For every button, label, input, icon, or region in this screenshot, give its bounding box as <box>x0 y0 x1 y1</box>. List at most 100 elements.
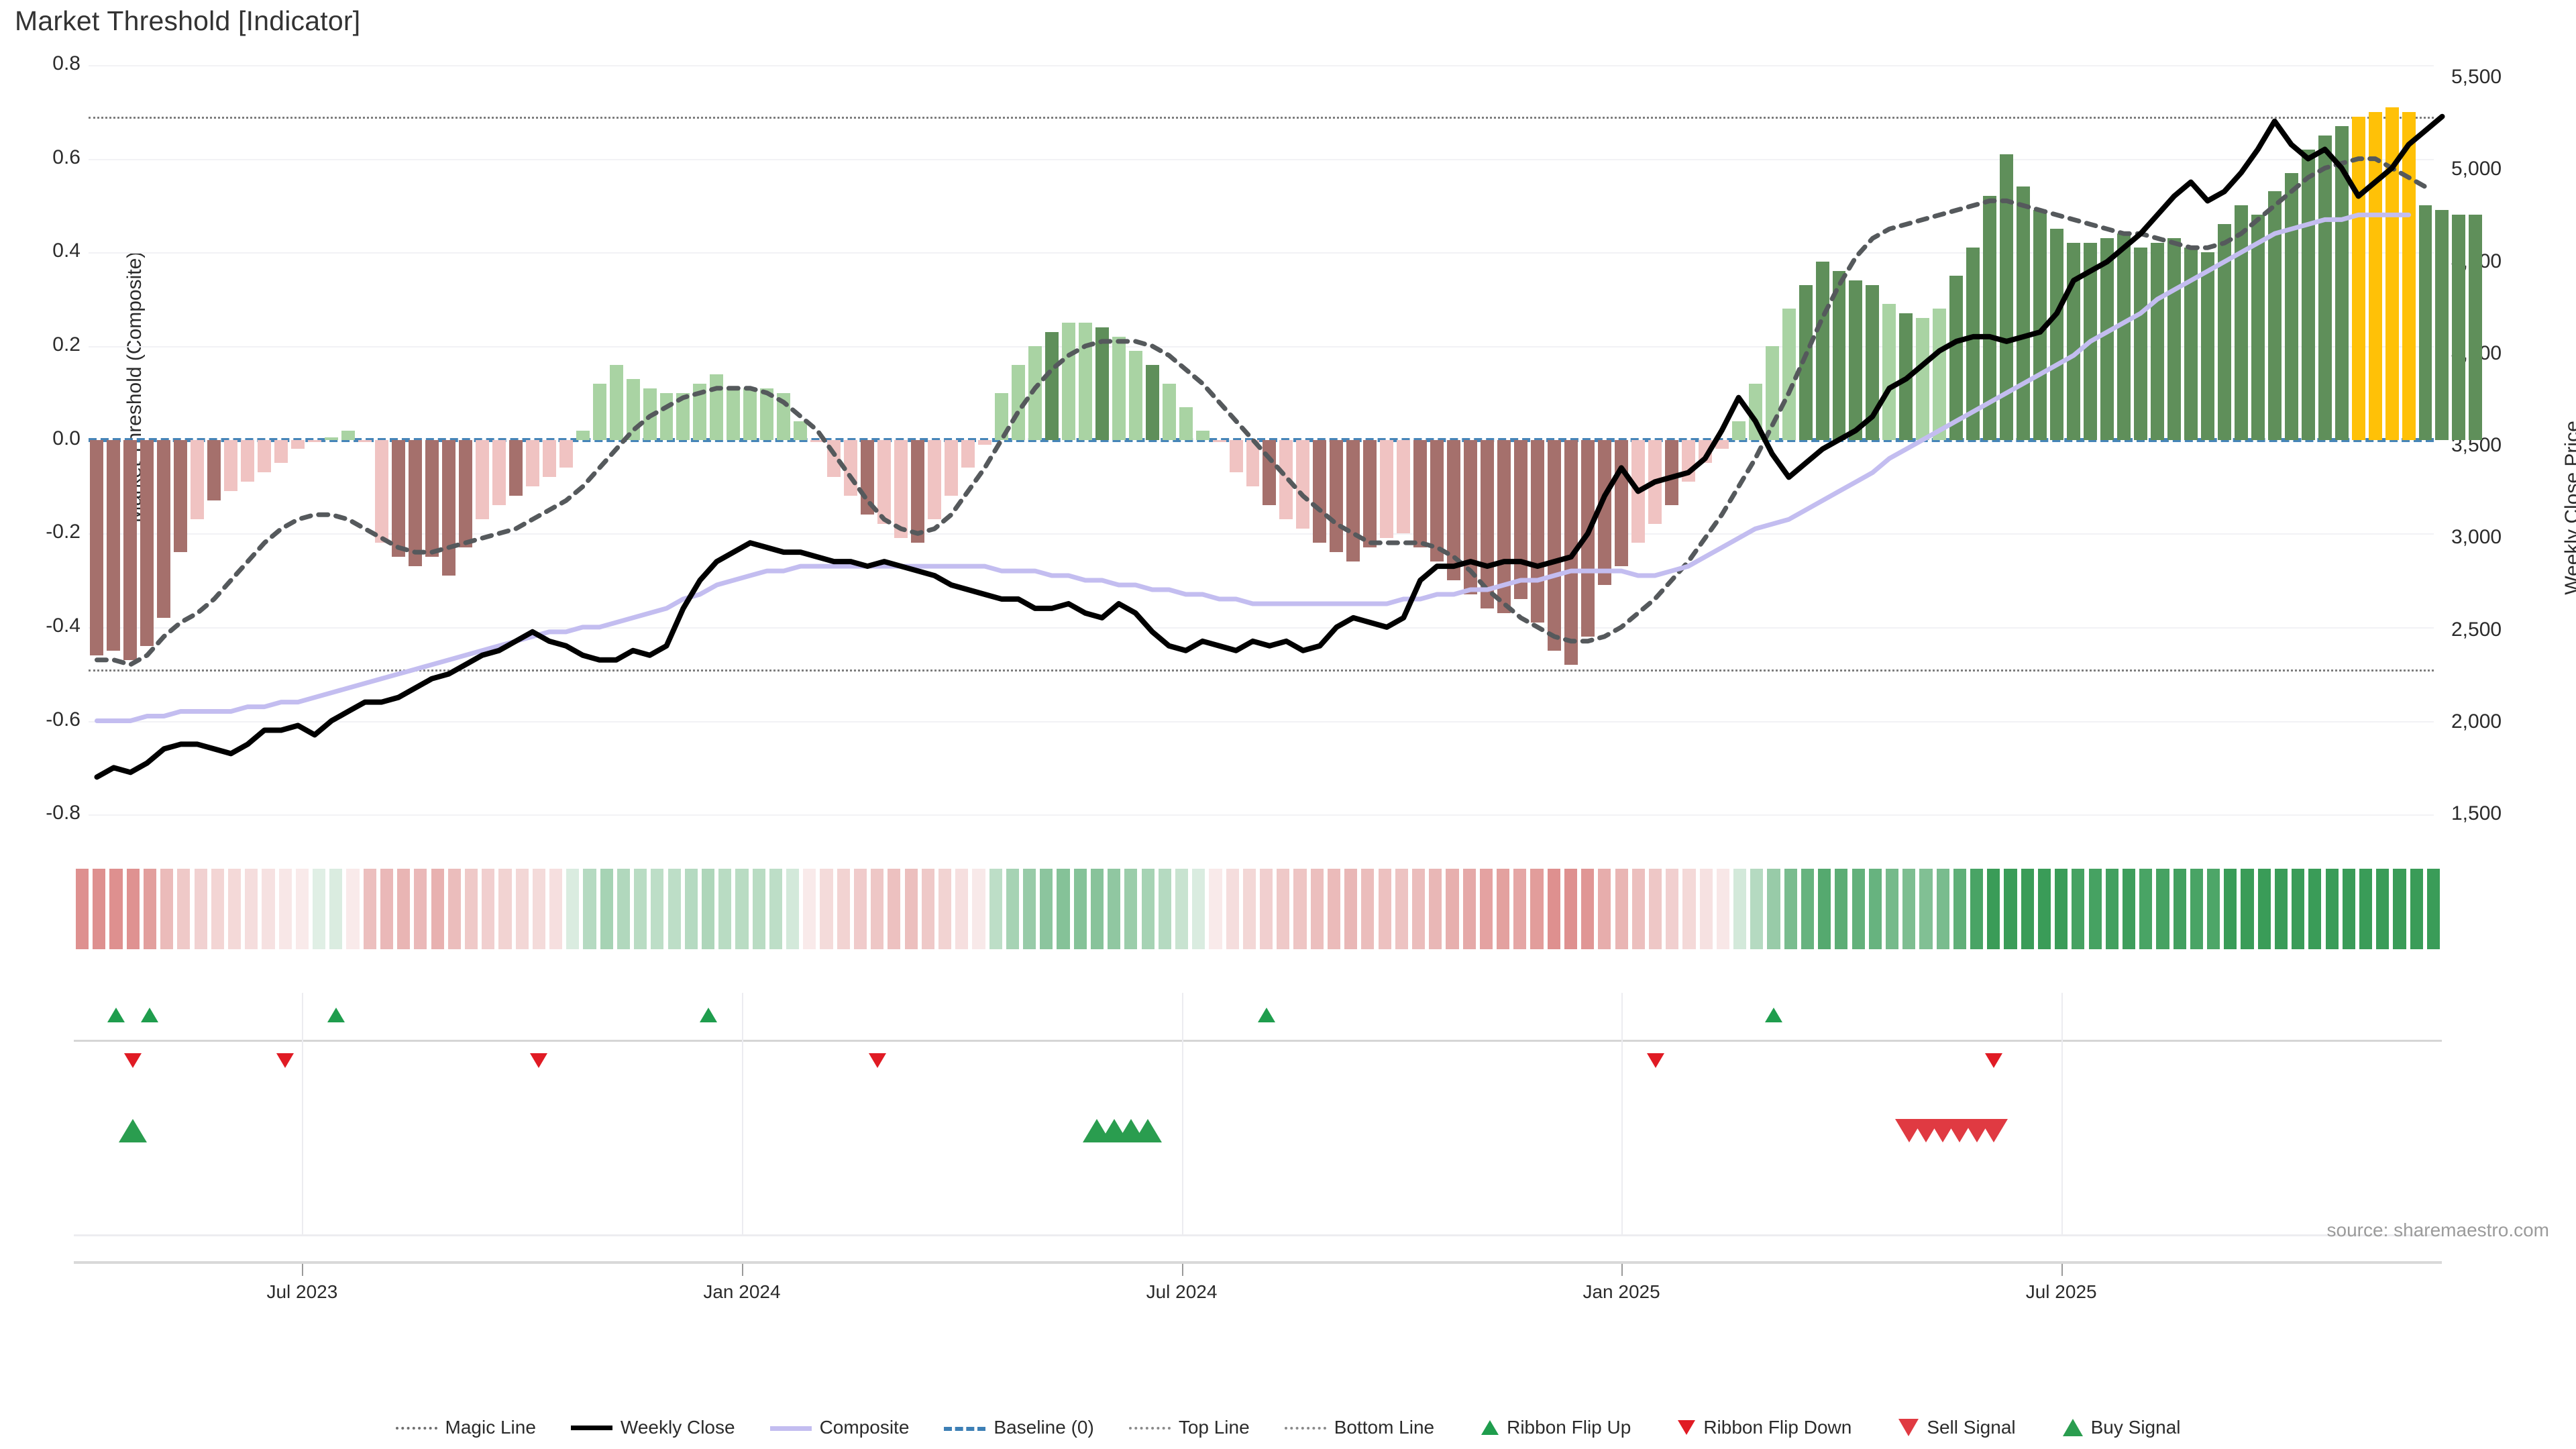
ribbon-cell[interactable] <box>1175 869 1189 949</box>
threshold-bar[interactable] <box>1229 439 1243 473</box>
threshold-bar[interactable] <box>1447 439 1461 581</box>
ribbon-cell[interactable] <box>1040 869 1053 949</box>
ribbon-cell[interactable] <box>1885 869 1899 949</box>
ribbon-cell[interactable] <box>1868 869 1882 949</box>
ribbon-cell[interactable] <box>566 869 580 949</box>
threshold-bar[interactable] <box>2351 116 2365 440</box>
ribbon-cell[interactable] <box>1564 869 1578 949</box>
threshold-bar[interactable] <box>458 439 472 548</box>
ribbon-cell[interactable] <box>752 869 765 949</box>
ribbon-flip-down-marker[interactable] <box>1984 1053 2002 1068</box>
ribbon-cell[interactable] <box>1648 869 1662 949</box>
ribbon-cell[interactable] <box>482 869 495 949</box>
threshold-bar[interactable] <box>2368 111 2382 440</box>
ribbon-cell[interactable] <box>1108 869 1121 949</box>
ribbon-cell[interactable] <box>2257 869 2271 949</box>
sell-signal-marker[interactable] <box>1979 1119 2008 1142</box>
ribbon-cell[interactable] <box>177 869 191 949</box>
ribbon-cell[interactable] <box>1226 869 1239 949</box>
threshold-bar[interactable] <box>760 388 774 440</box>
ribbon-cell[interactable] <box>1411 869 1426 949</box>
threshold-bar[interactable] <box>2418 205 2432 440</box>
ribbon-cell[interactable] <box>109 869 123 949</box>
ribbon-cell[interactable] <box>211 869 224 949</box>
threshold-bar[interactable] <box>492 439 506 506</box>
ribbon-cell[interactable] <box>2190 869 2203 949</box>
threshold-bar[interactable] <box>2284 172 2298 440</box>
ribbon-cell[interactable] <box>2274 869 2288 949</box>
ribbon-cell[interactable] <box>1242 869 1256 949</box>
ribbon-cell[interactable] <box>329 869 343 949</box>
threshold-bar[interactable] <box>408 439 422 567</box>
ribbon-cell[interactable] <box>1733 869 1747 949</box>
threshold-bar[interactable] <box>2217 224 2231 440</box>
threshold-bar[interactable] <box>325 437 339 440</box>
threshold-bar[interactable] <box>258 439 272 473</box>
ribbon-flip-up-marker[interactable] <box>699 1008 717 1022</box>
ribbon-cell[interactable] <box>1953 869 1966 949</box>
threshold-bar[interactable] <box>1580 439 1595 637</box>
threshold-bar[interactable] <box>1413 439 1428 548</box>
ribbon-cell[interactable] <box>2426 869 2440 949</box>
threshold-bar[interactable] <box>2184 248 2198 440</box>
ribbon-cell[interactable] <box>2376 869 2390 949</box>
threshold-bar[interactable] <box>1028 345 1042 440</box>
ribbon-cell[interactable] <box>1818 869 1831 949</box>
ribbon-cell[interactable] <box>1006 869 1019 949</box>
threshold-bar[interactable] <box>609 364 623 440</box>
ribbon-cell[interactable] <box>1750 869 1764 949</box>
ribbon-cell[interactable] <box>1446 869 1459 949</box>
ribbon-cell[interactable] <box>651 869 664 949</box>
ribbon-cell[interactable] <box>1987 869 2000 949</box>
threshold-bar[interactable] <box>1849 280 1863 440</box>
ribbon-cell[interactable] <box>1192 869 1205 949</box>
ribbon-cell[interactable] <box>786 869 800 949</box>
threshold-bar[interactable] <box>542 439 556 478</box>
ribbon-cell[interactable] <box>549 869 563 949</box>
ribbon-cell[interactable] <box>1310 869 1324 949</box>
threshold-bar[interactable] <box>1731 421 1746 440</box>
threshold-bar[interactable] <box>810 439 824 443</box>
ribbon-cell[interactable] <box>160 869 174 949</box>
ribbon-cell[interactable] <box>1158 869 1171 949</box>
threshold-bar[interactable] <box>743 388 757 440</box>
ribbon-cell[interactable] <box>194 869 207 949</box>
threshold-bar[interactable] <box>1799 285 1813 440</box>
threshold-bar[interactable] <box>2017 186 2031 440</box>
threshold-bar[interactable] <box>2469 215 2483 440</box>
ribbon-cell[interactable] <box>684 869 698 949</box>
signal-markers-panel[interactable] <box>74 993 2442 1234</box>
threshold-bar[interactable] <box>676 392 690 440</box>
ribbon-cell[interactable] <box>227 869 241 949</box>
threshold-bar[interactable] <box>274 439 288 464</box>
threshold-bar[interactable] <box>2452 215 2466 440</box>
ribbon-flip-down-marker[interactable] <box>1646 1053 1664 1068</box>
threshold-bar[interactable] <box>1916 317 1930 440</box>
legend-item[interactable]: Ribbon Flip Up <box>1469 1417 1631 1438</box>
ribbon-cell[interactable] <box>1277 869 1290 949</box>
threshold-bar[interactable] <box>1832 271 1846 440</box>
threshold-bar[interactable] <box>2435 210 2449 440</box>
threshold-bar[interactable] <box>375 439 388 543</box>
threshold-bar[interactable] <box>207 439 221 501</box>
ribbon-flip-up-marker[interactable] <box>107 1008 125 1022</box>
ribbon-cell[interactable] <box>1023 869 1036 949</box>
ribbon-cell[interactable] <box>1902 869 1916 949</box>
ribbon-cell[interactable] <box>262 869 275 949</box>
threshold-bar[interactable] <box>107 439 121 651</box>
threshold-bar[interactable] <box>1464 439 1478 594</box>
threshold-bar[interactable] <box>191 439 205 520</box>
ribbon-cell[interactable] <box>1631 869 1645 949</box>
ribbon-cell[interactable] <box>667 869 681 949</box>
ribbon-cell[interactable] <box>1682 869 1696 949</box>
ribbon-cell[interactable] <box>245 869 258 949</box>
ribbon-cell[interactable] <box>853 869 867 949</box>
ribbon-cell[interactable] <box>583 869 596 949</box>
ribbon-cell[interactable] <box>278 869 292 949</box>
ribbon-cell[interactable] <box>2055 869 2068 949</box>
ribbon-cell[interactable] <box>1378 869 1391 949</box>
ribbon-cell[interactable] <box>634 869 647 949</box>
threshold-bar[interactable] <box>525 439 539 487</box>
threshold-bar[interactable] <box>693 383 707 440</box>
threshold-bar[interactable] <box>174 439 188 553</box>
